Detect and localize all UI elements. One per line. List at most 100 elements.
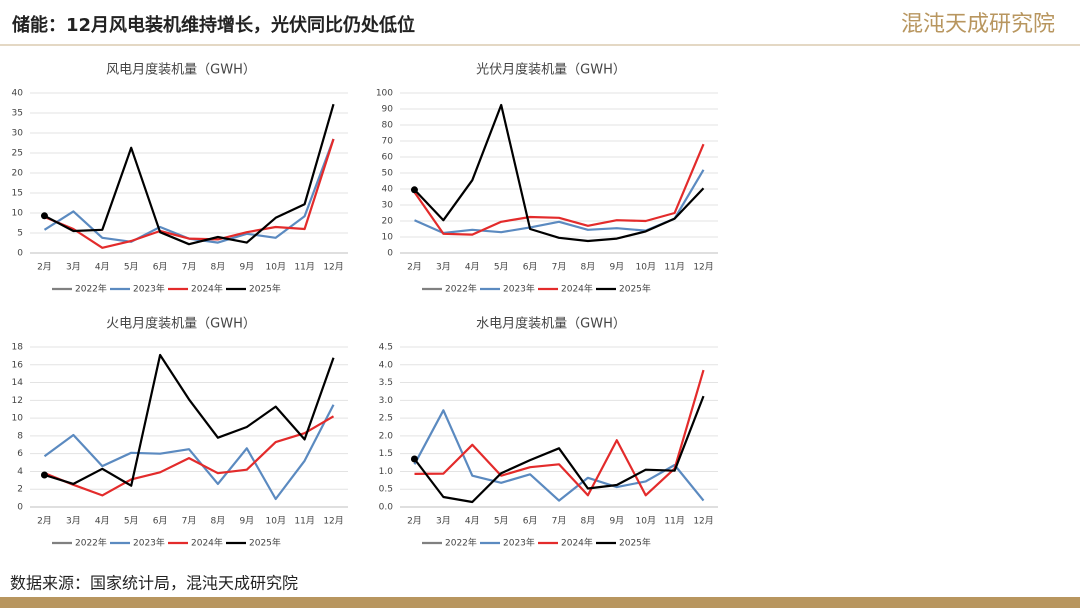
- y-tick-label: 2: [17, 485, 23, 495]
- y-tick-label: 70: [382, 137, 394, 147]
- x-tick-label: 12月: [693, 516, 713, 527]
- legend-label: 2025年: [619, 283, 651, 295]
- series-line: [44, 138, 335, 249]
- chart-title: 风电月度装机量（GWH）: [106, 62, 256, 78]
- x-tick-label: 8月: [211, 262, 226, 273]
- x-tick-label: 7月: [182, 262, 197, 273]
- x-tick-label: 4月: [465, 516, 480, 527]
- y-tick-label: 6: [17, 449, 23, 459]
- legend-label: 2023年: [503, 283, 535, 295]
- x-tick-label: 8月: [581, 516, 596, 527]
- start-marker: [40, 471, 48, 479]
- y-tick-label: 15: [12, 189, 23, 199]
- y-tick-label: 60: [382, 153, 394, 163]
- y-tick-label: 18: [12, 343, 24, 353]
- y-tick-label: 4.5: [379, 343, 393, 353]
- y-tick-label: 16: [12, 360, 24, 370]
- x-tick-label: 10月: [636, 516, 656, 527]
- x-tick-label: 6月: [153, 516, 168, 527]
- footer-bar: [0, 597, 1080, 608]
- start-marker: [410, 455, 418, 463]
- x-tick-label: 2月: [407, 262, 422, 273]
- y-tick-label: 20: [12, 169, 24, 179]
- y-tick-label: 4: [17, 467, 23, 477]
- y-tick-label: 0: [387, 249, 393, 259]
- x-tick-label: 7月: [182, 516, 197, 527]
- series-line: [414, 369, 705, 497]
- y-tick-label: 50: [382, 169, 394, 179]
- y-tick-label: 90: [382, 105, 394, 115]
- x-tick-label: 3月: [66, 516, 81, 527]
- series-line: [43, 103, 335, 246]
- x-tick-label: 8月: [211, 516, 226, 527]
- legend-label: 2024年: [191, 283, 223, 295]
- y-tick-label: 3.5: [379, 378, 393, 388]
- x-tick-label: 10月: [266, 262, 286, 273]
- x-tick-label: 10月: [266, 516, 286, 527]
- x-tick-label: 5月: [494, 262, 509, 273]
- x-tick-label: 7月: [552, 516, 567, 527]
- chart-title: 水电月度装机量（GWH）: [476, 316, 626, 332]
- y-tick-label: 1.0: [379, 467, 394, 477]
- x-tick-label: 4月: [95, 262, 110, 273]
- logo: 混沌天成研究院: [901, 12, 1055, 37]
- y-tick-label: 3.0: [379, 396, 394, 406]
- x-tick-label: 9月: [609, 516, 624, 527]
- x-tick-label: 11月: [664, 262, 684, 273]
- legend-label: 2024年: [191, 537, 223, 549]
- legend-label: 2024年: [561, 537, 593, 549]
- y-tick-label: 0: [17, 503, 23, 513]
- series-line: [413, 409, 705, 502]
- y-tick-label: 20: [382, 217, 394, 227]
- x-tick-label: 6月: [523, 262, 538, 273]
- start-marker: [40, 212, 48, 220]
- y-tick-label: 1.5: [379, 449, 393, 459]
- x-tick-label: 6月: [153, 262, 168, 273]
- legend-label: 2022年: [445, 283, 477, 295]
- chart-title: 火电月度装机量（GWH）: [106, 316, 256, 332]
- legend-label: 2022年: [445, 537, 477, 549]
- x-tick-label: 3月: [436, 262, 451, 273]
- legend-label: 2022年: [75, 537, 107, 549]
- x-tick-label: 12月: [323, 262, 343, 273]
- legend-label: 2025年: [249, 537, 281, 549]
- y-tick-label: 10: [382, 233, 394, 243]
- series-line: [43, 404, 335, 501]
- y-tick-label: 10: [12, 209, 24, 219]
- x-tick-label: 4月: [95, 516, 110, 527]
- y-tick-label: 10: [12, 414, 24, 424]
- legend-label: 2023年: [503, 537, 535, 549]
- y-tick-label: 12: [12, 396, 23, 406]
- series-line: [413, 103, 705, 243]
- legend-label: 2025年: [619, 537, 651, 549]
- y-tick-label: 0: [17, 249, 23, 259]
- x-tick-label: 5月: [494, 516, 509, 527]
- y-tick-label: 80: [382, 121, 394, 131]
- x-tick-label: 6月: [523, 516, 538, 527]
- x-tick-label: 2月: [37, 262, 52, 273]
- y-tick-label: 0.5: [379, 485, 393, 495]
- legend-label: 2023年: [133, 537, 165, 549]
- y-tick-label: 30: [382, 201, 394, 211]
- y-tick-label: 2.0: [379, 431, 394, 441]
- y-tick-label: 25: [12, 149, 23, 159]
- chart-title: 光伏月度装机量（GWH）: [476, 62, 626, 78]
- y-tick-label: 35: [12, 109, 23, 119]
- x-tick-label: 5月: [124, 262, 139, 273]
- x-tick-label: 2月: [37, 516, 52, 527]
- source: 数据来源：国家统计局，混沌天成研究院: [10, 574, 298, 593]
- x-tick-label: 9月: [609, 262, 624, 273]
- y-tick-label: 4.0: [379, 360, 394, 370]
- y-tick-label: 0.0: [379, 503, 394, 513]
- legend-label: 2023年: [133, 283, 165, 295]
- y-tick-label: 14: [12, 378, 24, 388]
- legend-label: 2025年: [249, 283, 281, 295]
- x-tick-label: 3月: [66, 262, 81, 273]
- x-tick-label: 2月: [407, 516, 422, 527]
- x-tick-label: 12月: [323, 516, 343, 527]
- series-line: [413, 143, 705, 236]
- x-tick-label: 3月: [436, 516, 451, 527]
- x-tick-label: 8月: [581, 262, 596, 273]
- start-marker: [410, 186, 418, 194]
- y-tick-label: 100: [376, 89, 393, 99]
